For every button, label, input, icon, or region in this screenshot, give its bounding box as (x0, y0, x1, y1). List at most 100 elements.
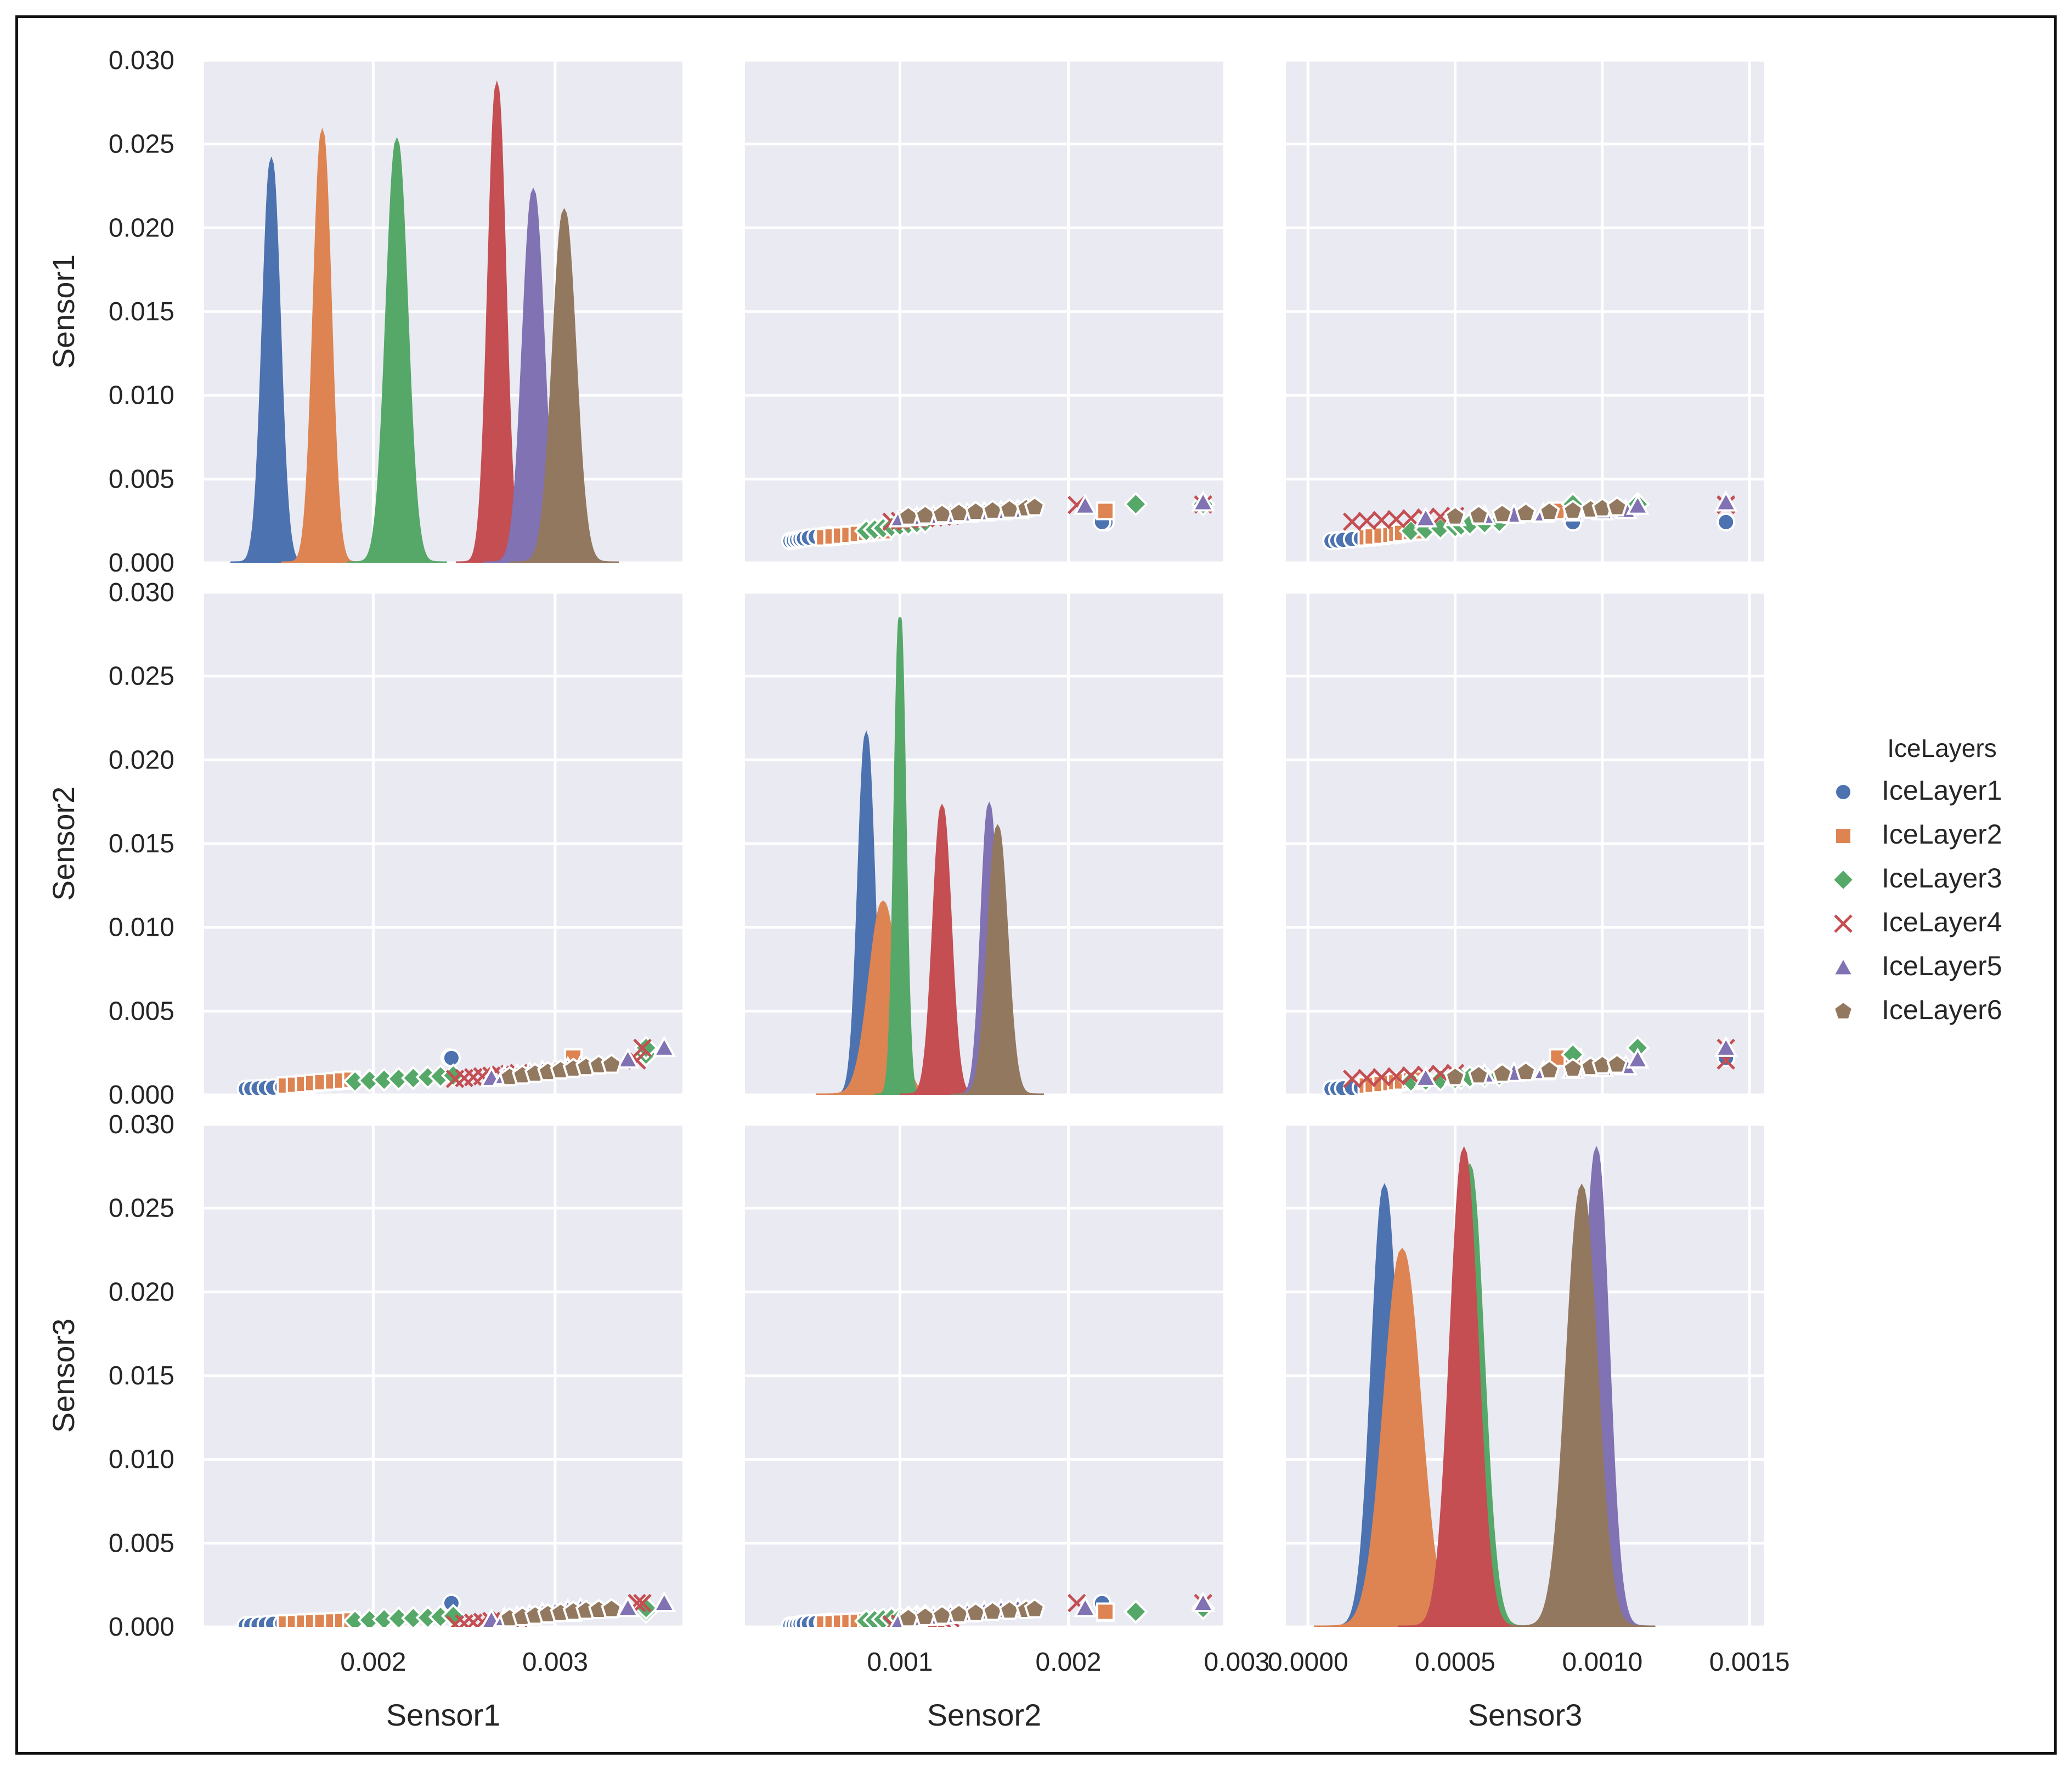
point-IceLayer4-Sensor3-Sensor1-9 (633, 1593, 652, 1613)
point-IceLayer3-Sensor3-Sensor2-8 (1123, 1599, 1148, 1624)
point-IceLayer1-Sensor2-Sensor1-10 (442, 1048, 461, 1067)
point-IceLayer6-Sensor1-Sensor3-4 (1538, 501, 1560, 521)
point-IceLayer5-Sensor1-Sensor2-9 (1191, 490, 1215, 512)
ytick-label-Sensor1-1: 0.005 (109, 465, 174, 494)
point-IceLayer4-Sensor2-Sensor1-9 (633, 1038, 652, 1058)
point-IceLayer6-Sensor2-Sensor1-8 (601, 1053, 623, 1074)
panel-content-2-2 (1314, 1146, 1656, 1627)
point-IceLayer1-Sensor1-Sensor3-10 (1717, 512, 1736, 531)
ytick-label-Sensor3-5: 0.025 (109, 1194, 174, 1223)
kde-IceLayer6-Sensor2 (951, 824, 1044, 1095)
ytick-label-Sensor1-2: 0.010 (109, 381, 174, 410)
legend-label-IceLayer5: IceLayer5 (1882, 951, 2002, 981)
point-IceLayer5-Sensor2-Sensor1-8 (616, 1047, 640, 1069)
point-IceLayer4-Sensor2-Sensor3-0 (1342, 1070, 1362, 1088)
panel-content-2-0 (236, 1591, 676, 1627)
ytick-label-Sensor3-4: 0.020 (109, 1277, 174, 1307)
ytick-label-Sensor3-0: 0.000 (109, 1613, 174, 1642)
legend-label-IceLayer1: IceLayer1 (1882, 775, 2002, 806)
ytick-label-Sensor2-1: 0.005 (109, 997, 174, 1026)
ylabel-Sensor1: Sensor1 (46, 255, 81, 369)
ytick-label-Sensor2-2: 0.010 (109, 913, 174, 942)
point-IceLayer5-Sensor2-Sensor1-9 (652, 1036, 676, 1057)
ytick-label-Sensor1-5: 0.025 (109, 130, 174, 159)
point-IceLayer6-Sensor1-Sensor3-1 (1468, 504, 1489, 525)
point-IceLayer5-Sensor3-Sensor2-9 (1191, 1591, 1215, 1613)
point-IceLayer4-Sensor2-Sensor3-2 (1372, 1068, 1391, 1087)
point-IceLayer5-Sensor3-Sensor1-8 (616, 1596, 640, 1618)
legend-title: IceLayers (1887, 734, 1996, 762)
point-IceLayer6-Sensor2-Sensor3-8 (1606, 1053, 1628, 1074)
point-IceLayer6-Sensor1-Sensor2-8 (1024, 496, 1046, 517)
ytick-label-Sensor2-4: 0.020 (109, 745, 174, 774)
point-IceLayer5-Sensor1-Sensor3-9 (1714, 490, 1738, 512)
panel-content-0-1 (781, 490, 1216, 551)
point-IceLayer6-Sensor2-Sensor3-2 (1491, 1062, 1513, 1083)
point-IceLayer6-Sensor1-Sensor3-8 (1606, 496, 1628, 517)
panel-content-2-1 (781, 1591, 1216, 1627)
xlabel-Sensor3: Sensor3 (1468, 1698, 1583, 1732)
point-IceLayer5-Sensor2-Sensor3-8 (1625, 1047, 1650, 1069)
legend-marker-IceLayer2 (1834, 827, 1853, 845)
point-IceLayer4-Sensor1-Sensor3-0 (1342, 512, 1362, 531)
panel-content-1-2 (1322, 1036, 1738, 1095)
ytick-label-Sensor3-6: 0.030 (109, 1110, 174, 1139)
point-IceLayer5-Sensor2-Sensor3-0 (1414, 1066, 1438, 1087)
point-IceLayer6-Sensor2-Sensor3-1 (1468, 1064, 1489, 1085)
xtick-label-Sensor2-2: 0.003 (1204, 1648, 1270, 1677)
point-IceLayer5-Sensor3-Sensor2-8 (1073, 1596, 1097, 1618)
legend-label-IceLayer6: IceLayer6 (1882, 994, 2002, 1025)
panel-content-0-0 (230, 80, 619, 563)
xtick-label-Sensor3-2: 0.0010 (1562, 1648, 1642, 1677)
xlabel-Sensor1: Sensor1 (386, 1698, 501, 1732)
ytick-label-Sensor2-6: 0.030 (109, 578, 174, 607)
panel-content-1-1 (816, 617, 1044, 1095)
legend-marker-IceLayer1 (1834, 783, 1853, 801)
point-IceLayer5-Sensor2-Sensor3-9 (1714, 1036, 1738, 1057)
point-IceLayer6-Sensor3-Sensor1-8 (601, 1598, 623, 1619)
xtick-label-Sensor3-0: 0.0000 (1268, 1648, 1348, 1677)
ytick-label-Sensor3-3: 0.015 (109, 1361, 174, 1390)
point-IceLayer4-Sensor2-Sensor3-4 (1402, 1066, 1420, 1085)
point-IceLayer5-Sensor1-Sensor3-0 (1414, 506, 1438, 528)
ytick-label-Sensor1-0: 0.000 (109, 548, 174, 578)
panel-content-0-2 (1322, 490, 1738, 551)
point-IceLayer4-Sensor2-Sensor3-3 (1387, 1067, 1405, 1086)
point-IceLayer4-Sensor1-Sensor3-2 (1372, 511, 1391, 529)
point-IceLayer5-Sensor1-Sensor2-8 (1073, 494, 1097, 515)
xtick-label-Sensor2-1: 0.002 (1035, 1648, 1101, 1677)
ytick-label-Sensor1-4: 0.020 (109, 213, 174, 242)
xtick-label-Sensor3-1: 0.0005 (1415, 1648, 1495, 1677)
legend-label-IceLayer3: IceLayer3 (1882, 863, 2002, 894)
xlabel-Sensor2: Sensor2 (927, 1698, 1042, 1732)
point-IceLayer4-Sensor2-Sensor3-6 (1431, 1065, 1450, 1083)
ytick-label-Sensor1-6: 0.030 (109, 46, 174, 75)
point-IceLayer6-Sensor1-Sensor3-2 (1491, 503, 1513, 524)
legend-marker-IceLayer4 (1834, 914, 1853, 933)
ylabel-Sensor2: Sensor2 (46, 787, 81, 901)
figure-frame (15, 15, 2057, 1755)
legend-marker-IceLayer5 (1831, 955, 1855, 977)
legend-marker-IceLayer3 (1831, 867, 1856, 892)
legend-label-IceLayer4: IceLayer4 (1882, 907, 2002, 937)
xtick-label-Sensor1-0: 0.002 (340, 1648, 406, 1677)
point-IceLayer2-Sensor3-Sensor2-9 (1096, 1602, 1115, 1621)
legend-label-IceLayer2: IceLayer2 (1882, 819, 2002, 850)
point-IceLayer6-Sensor3-Sensor2-8 (1024, 1598, 1046, 1619)
point-IceLayer5-Sensor3-Sensor1-9 (652, 1591, 676, 1613)
kde-IceLayer6-Sensor3 (1508, 1183, 1656, 1627)
point-IceLayer4-Sensor1-Sensor3-1 (1357, 511, 1376, 530)
point-IceLayer6-Sensor2-Sensor3-0 (1444, 1066, 1466, 1087)
xtick-label-Sensor3-3: 0.0015 (1709, 1648, 1790, 1677)
legend-marker-IceLayer6 (1832, 1000, 1854, 1021)
xtick-label-Sensor2-0: 0.001 (867, 1648, 933, 1677)
point-IceLayer3-Sensor1-Sensor2-8 (1123, 491, 1148, 517)
ytick-label-Sensor2-3: 0.015 (109, 829, 174, 858)
ytick-label-Sensor2-5: 0.025 (109, 662, 174, 691)
ytick-label-Sensor3-2: 0.010 (109, 1445, 174, 1474)
panel-content-1-0 (236, 1036, 676, 1095)
point-IceLayer6-Sensor1-Sensor3-0 (1444, 505, 1466, 526)
ytick-label-Sensor1-3: 0.015 (109, 297, 174, 326)
ytick-label-Sensor3-1: 0.005 (109, 1529, 174, 1558)
